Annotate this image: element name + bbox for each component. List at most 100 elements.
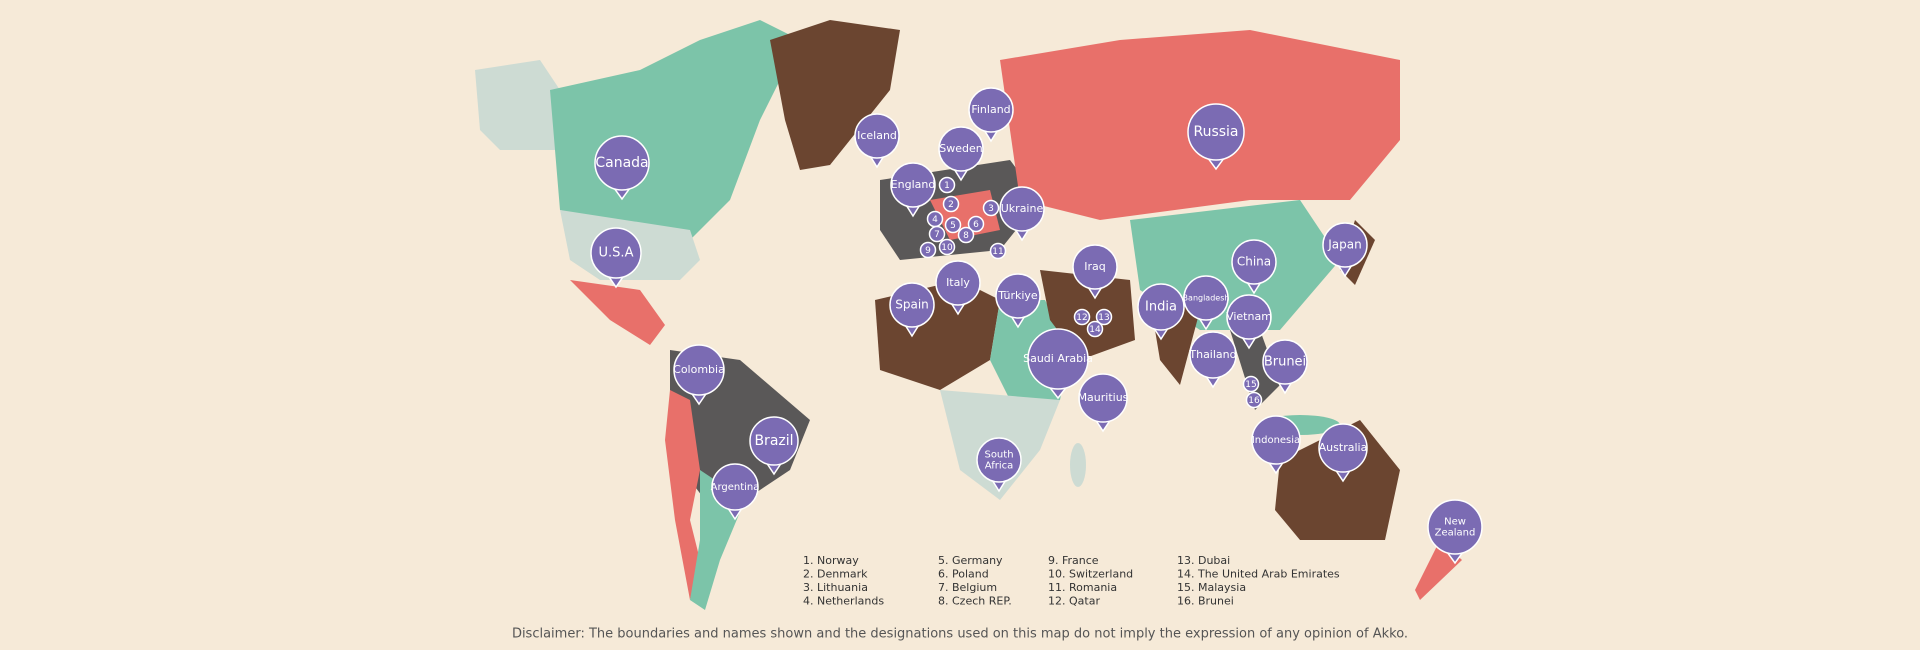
pin: Sweden [938, 126, 984, 182]
pin: U.S.A [590, 227, 642, 289]
pin-label: Ukraine [1001, 202, 1044, 215]
pin-circle [999, 186, 1045, 232]
pin-circle [1078, 373, 1128, 423]
marker-label: 12 [1076, 313, 1087, 323]
pin-label: Argentina [711, 482, 760, 493]
pin-label: India [1145, 300, 1177, 315]
pin-label: Türkiye [997, 289, 1038, 302]
pin-label: China [1237, 255, 1271, 269]
legend-item: 4. Netherlands [803, 595, 884, 608]
pin-circle [995, 273, 1041, 319]
pin-label: Thailand [1188, 348, 1236, 361]
pin-label: England [891, 178, 936, 191]
marker-circle [928, 225, 946, 243]
legend-item: 15. Malaysia [1177, 581, 1246, 594]
pin-label: U.S.A [599, 246, 634, 261]
marker-label: 2 [948, 200, 954, 210]
pin: Vietnam [1226, 294, 1272, 350]
marker-circle [1095, 308, 1113, 326]
marker-circle [989, 242, 1007, 260]
pin-label: Australia [1319, 441, 1368, 454]
pin-label: Iceland [857, 129, 897, 142]
marker-label: 6 [973, 220, 979, 230]
pin-label: Canada [595, 155, 648, 171]
pin: New Zealand [1427, 499, 1483, 565]
pin-label: Bangladesh [1183, 294, 1230, 303]
pin-circle [673, 344, 725, 396]
pin-label: Brunei [1264, 355, 1306, 370]
pin-label: Brazil [754, 433, 793, 449]
pin: Australia [1318, 423, 1368, 483]
pin-label: Japan [1327, 238, 1361, 252]
marker-label: 16 [1248, 396, 1260, 406]
pin: Canada [594, 135, 650, 201]
pin-circle [1189, 331, 1237, 379]
legend-item: 10. Switzerland [1048, 568, 1133, 581]
pin-circle [590, 227, 642, 279]
marker: 5 [944, 216, 962, 234]
pin-circle [854, 113, 900, 159]
pin-circle [711, 463, 759, 511]
pin: Colombia [673, 344, 725, 406]
pin: Brazil [749, 416, 799, 476]
pin-label: Vietnam [1226, 310, 1272, 323]
marker: 10 [938, 238, 956, 256]
marker-label: 3 [988, 204, 994, 214]
pin-circle [1322, 222, 1368, 268]
marker: 16 [1245, 391, 1263, 409]
pin-circle [1251, 415, 1301, 465]
legend-item: 12. Qatar [1048, 595, 1100, 608]
pin-circle [749, 416, 799, 466]
pin-circle [968, 87, 1014, 133]
marker-label: 1 [944, 181, 950, 191]
pin-label: Finland [971, 103, 1010, 116]
legend-item: 14. The United Arab Emirates [1177, 568, 1340, 581]
legend-item: 7. Belgium [938, 581, 997, 594]
marker: 6 [967, 215, 985, 233]
legend-item: 11. Romania [1048, 581, 1117, 594]
pin-label: Iraq [1084, 260, 1106, 273]
pin: India [1137, 283, 1185, 341]
marker-label: 7 [934, 230, 940, 240]
marker-circle [967, 215, 985, 233]
pin: South Africa [976, 437, 1022, 493]
pin-circle [1187, 103, 1245, 161]
pin: Indonesia [1251, 415, 1301, 475]
pin: Türkiye [995, 273, 1041, 329]
pin: Iraq [1072, 244, 1118, 300]
legend-item: 1. Norway [803, 554, 859, 567]
marker-circle [919, 241, 937, 259]
pin-circle [890, 162, 936, 208]
pin: China [1231, 239, 1277, 295]
marker: 2 [942, 195, 960, 213]
madagascar [1070, 443, 1086, 487]
marker: 3 [982, 199, 1000, 217]
pin-label: Colombia [673, 363, 725, 376]
marker: 4 [926, 210, 944, 228]
marker: 1 [938, 176, 956, 194]
pin-circle [1231, 239, 1277, 285]
pin-label: Saudi Arabia [1023, 352, 1093, 365]
marker: 11 [989, 242, 1007, 260]
pin: Japan [1322, 222, 1368, 278]
marker: 14 [1086, 320, 1104, 338]
marker: 13 [1095, 308, 1113, 326]
pin-circle [1427, 499, 1483, 555]
pin-circle [1027, 328, 1089, 390]
pin: Saudi Arabia [1023, 328, 1093, 400]
marker-label: 5 [950, 221, 956, 231]
marker-circle [942, 195, 960, 213]
pin-circle [938, 126, 984, 172]
pin-label: New Zealand [1435, 517, 1476, 539]
pin-circle [889, 282, 935, 328]
pin-label: Russia [1193, 124, 1238, 140]
pin-circle [935, 260, 981, 306]
pin-circle [1318, 423, 1368, 473]
marker-circle [944, 216, 962, 234]
marker: 7 [928, 225, 946, 243]
pin-circle [1072, 244, 1118, 290]
pin-label: Mauritius [1078, 391, 1129, 404]
